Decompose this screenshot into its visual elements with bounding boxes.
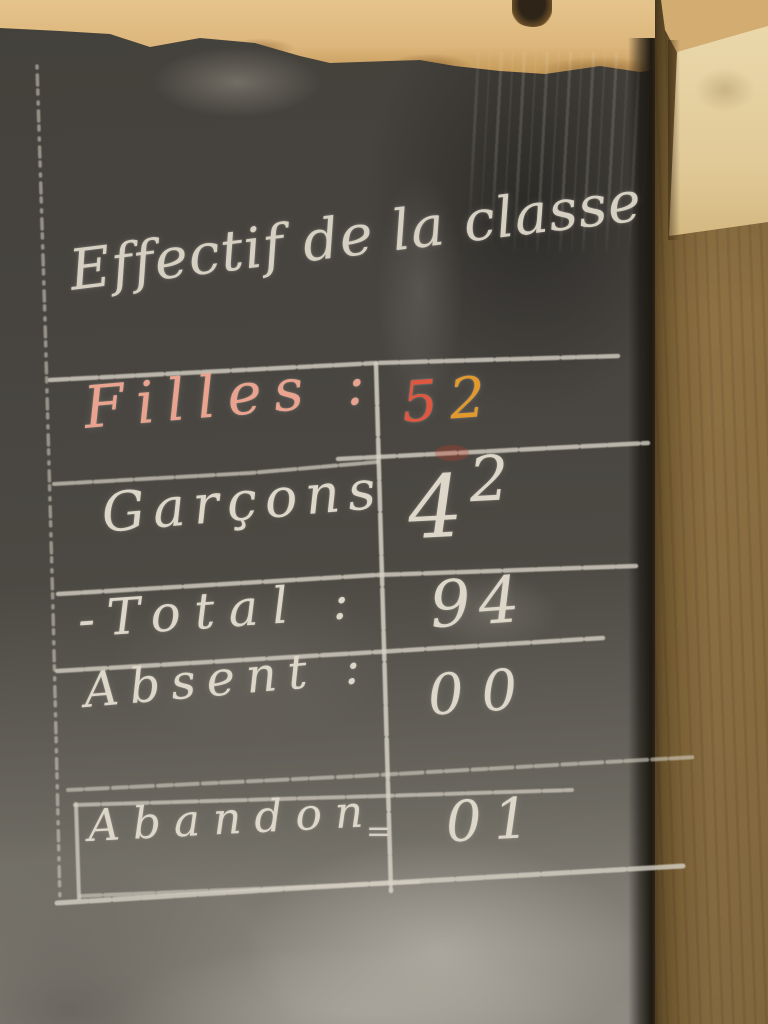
garcons-digit-2: 2 <box>467 441 511 517</box>
wall-hole <box>512 0 552 27</box>
abandon-box-bottom <box>79 880 422 898</box>
row-abandon-value: 01 <box>444 785 543 856</box>
table-left-border-line <box>35 64 62 904</box>
table-line-under-total <box>54 635 606 674</box>
table-line-under-filles-left <box>52 460 379 486</box>
filles-digit-2: 2 <box>447 365 488 433</box>
table-line-under-garcons <box>55 563 639 597</box>
row-total-value: 94 <box>427 562 530 644</box>
filles-digit-5: 5 <box>399 368 440 436</box>
table-line-under-filles-right <box>335 440 651 462</box>
garcons-digit-4: 4 <box>405 456 466 560</box>
abandon-equals-sign: = <box>366 814 392 849</box>
wall-right-cream-patch <box>669 26 768 236</box>
red-chalk-smudge <box>435 445 469 461</box>
row-garcons-value: 42 <box>405 441 510 559</box>
abandon-box-top <box>73 788 574 807</box>
wall-corner-shadow <box>668 40 680 240</box>
table-line-under-absent <box>66 755 698 792</box>
table-column-divider-line <box>373 361 394 894</box>
abandon-box-left <box>74 802 81 900</box>
row-absent-value: 00 <box>425 656 538 729</box>
